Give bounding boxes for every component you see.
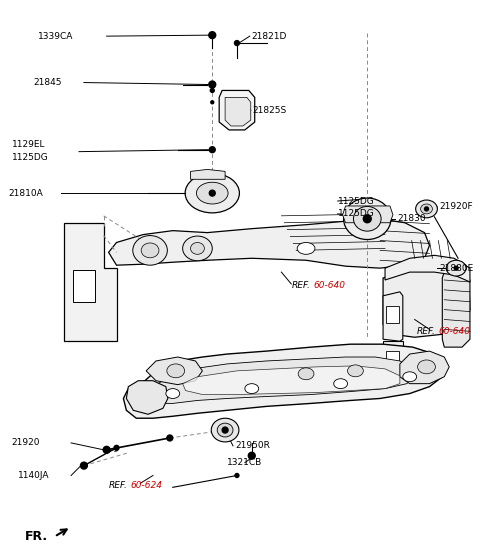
Polygon shape xyxy=(383,292,403,341)
Polygon shape xyxy=(64,223,117,341)
Text: 21810A: 21810A xyxy=(8,189,43,198)
Polygon shape xyxy=(219,90,255,130)
Polygon shape xyxy=(383,341,403,394)
Ellipse shape xyxy=(403,372,417,382)
Text: 21920F: 21920F xyxy=(439,203,473,212)
Bar xyxy=(386,351,399,369)
Text: 1125DG: 1125DG xyxy=(12,153,48,162)
Text: REF.: REF. xyxy=(108,481,128,490)
Circle shape xyxy=(209,32,216,39)
Polygon shape xyxy=(225,97,251,126)
Ellipse shape xyxy=(245,384,259,394)
Bar xyxy=(386,306,399,324)
Text: 21845: 21845 xyxy=(34,78,62,87)
Bar xyxy=(73,270,95,302)
Ellipse shape xyxy=(334,379,348,389)
Circle shape xyxy=(363,215,371,223)
Circle shape xyxy=(81,462,87,469)
Polygon shape xyxy=(191,170,225,179)
Polygon shape xyxy=(343,206,393,223)
Ellipse shape xyxy=(141,243,159,258)
Circle shape xyxy=(222,427,228,433)
Circle shape xyxy=(114,445,119,450)
Text: REF.: REF. xyxy=(417,327,435,336)
Circle shape xyxy=(454,266,458,270)
Ellipse shape xyxy=(446,260,466,276)
Ellipse shape xyxy=(166,389,180,399)
Polygon shape xyxy=(442,272,470,347)
Text: 1125DG: 1125DG xyxy=(337,209,374,218)
Ellipse shape xyxy=(196,182,228,204)
Text: 1129EL: 1129EL xyxy=(12,140,45,150)
Text: 60-624: 60-624 xyxy=(131,481,162,490)
Ellipse shape xyxy=(211,418,239,442)
Ellipse shape xyxy=(416,200,437,218)
Polygon shape xyxy=(146,357,415,403)
Ellipse shape xyxy=(348,365,363,377)
Circle shape xyxy=(209,147,215,153)
Ellipse shape xyxy=(133,236,168,265)
Text: REF.: REF. xyxy=(291,282,310,291)
Text: 60-640: 60-640 xyxy=(313,282,345,291)
Text: 21830: 21830 xyxy=(397,214,425,223)
Ellipse shape xyxy=(185,174,240,213)
Text: 21880E: 21880E xyxy=(439,264,474,273)
Polygon shape xyxy=(385,255,470,282)
Polygon shape xyxy=(126,381,168,414)
Circle shape xyxy=(424,207,429,211)
Circle shape xyxy=(209,190,215,196)
Ellipse shape xyxy=(297,242,315,254)
Text: 21950R: 21950R xyxy=(235,441,270,450)
Text: 1339CA: 1339CA xyxy=(37,31,73,41)
Circle shape xyxy=(210,88,214,92)
Text: 21821D: 21821D xyxy=(252,31,287,41)
Circle shape xyxy=(211,101,214,104)
Polygon shape xyxy=(183,366,400,395)
Ellipse shape xyxy=(344,198,391,240)
Polygon shape xyxy=(383,268,470,337)
Circle shape xyxy=(167,435,173,441)
Circle shape xyxy=(248,452,255,459)
Text: 1140JA: 1140JA xyxy=(18,471,49,480)
Polygon shape xyxy=(123,344,444,418)
Circle shape xyxy=(103,446,110,453)
Text: FR.: FR. xyxy=(24,530,48,543)
Text: 1125DG: 1125DG xyxy=(337,197,374,206)
Text: 60-640: 60-640 xyxy=(438,327,470,336)
Circle shape xyxy=(235,474,239,478)
Polygon shape xyxy=(146,357,203,385)
Ellipse shape xyxy=(298,368,314,380)
Ellipse shape xyxy=(418,360,435,374)
Text: 21825S: 21825S xyxy=(253,106,287,115)
Circle shape xyxy=(209,81,216,88)
Ellipse shape xyxy=(191,242,204,254)
Circle shape xyxy=(235,40,240,45)
Text: 21920: 21920 xyxy=(12,438,40,447)
Polygon shape xyxy=(400,351,449,384)
Ellipse shape xyxy=(353,207,381,231)
Ellipse shape xyxy=(420,204,432,214)
Polygon shape xyxy=(108,219,430,268)
Ellipse shape xyxy=(167,364,185,378)
Text: 1321CB: 1321CB xyxy=(227,458,263,467)
Ellipse shape xyxy=(217,423,233,437)
Ellipse shape xyxy=(183,236,212,261)
